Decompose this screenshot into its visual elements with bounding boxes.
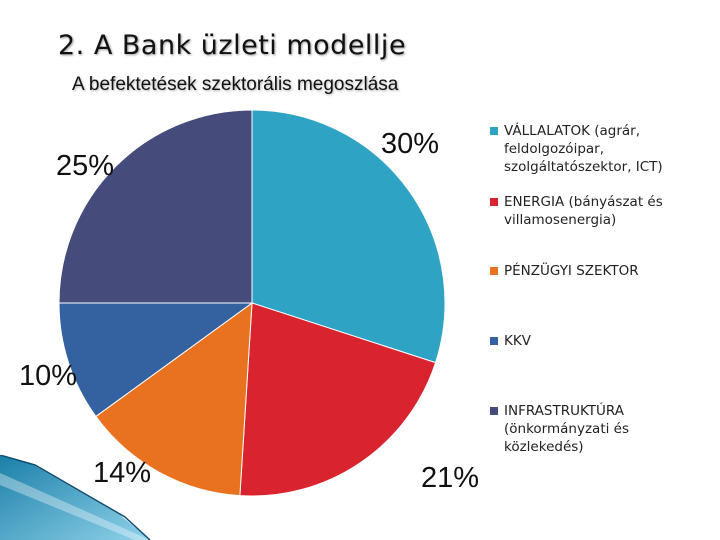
legend-item: VÁLLALATOK (agrár, feldolgozóipar, szolg…: [490, 122, 715, 176]
slide-title: 2. A Bank üzleti modellje: [58, 30, 407, 61]
slice-data-label: 21%: [421, 462, 479, 494]
slide-subtitle: A befektetések szektorális megoszlása: [72, 74, 399, 95]
legend-item: INFRASTRUKTÚRA (önkormányzati és közleke…: [490, 402, 715, 456]
legend-label: PÉNZÜGYI SZEKTOR: [504, 263, 639, 279]
legend-label: INFRASTRUKTÚRA (önkormányzati és közleke…: [504, 403, 629, 455]
legend-label: ENERGIA (bányászat és villamosenergia): [504, 194, 663, 228]
legend-swatch: [490, 407, 498, 415]
legend-swatch: [490, 127, 498, 135]
corner-decoration: [0, 455, 151, 540]
slice-data-label: 10%: [19, 360, 77, 392]
slice-data-label: 14%: [93, 457, 151, 489]
pie-slice-2: [239, 302, 437, 497]
legend-label: VÁLLALATOK (agrár, feldolgozóipar, szolg…: [504, 123, 663, 175]
legend-label: KKV: [504, 333, 531, 349]
legend-item: PÉNZÜGYI SZEKTOR: [490, 262, 715, 280]
pie-slice-3: [95, 301, 253, 497]
legend-item: KKV: [490, 332, 715, 350]
legend-swatch: [490, 337, 498, 345]
legend-swatch: [490, 198, 498, 206]
legend-item: ENERGIA (bányászat és villamosenergia): [490, 193, 715, 229]
pie-slice-5: [58, 109, 253, 304]
legend-swatch: [490, 267, 498, 275]
pie-slice-4: [58, 302, 254, 418]
slice-data-label: 30%: [381, 128, 439, 160]
slice-data-label: 25%: [56, 150, 114, 182]
pie-slice-1: [251, 109, 446, 364]
